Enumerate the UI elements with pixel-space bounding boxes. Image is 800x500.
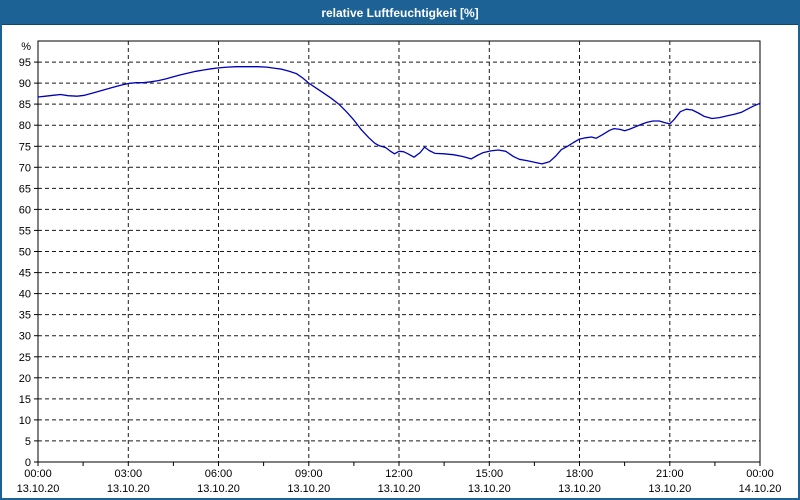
window-title: relative Luftfeuchtigkeit [%] — [321, 6, 479, 20]
x-tick-time-label: 00:00 — [24, 468, 52, 480]
y-tick-label: 45 — [19, 268, 31, 280]
y-tick-label: 20 — [19, 373, 31, 385]
y-tick-label: 85 — [19, 99, 31, 111]
y-axis-unit-label: % — [21, 41, 31, 53]
x-tick-time-label: 00:00 — [746, 468, 774, 480]
y-tick-label: 0 — [25, 457, 31, 469]
y-tick-label: 75 — [19, 141, 31, 153]
y-tick-label: 15 — [19, 394, 31, 406]
y-tick-label: 55 — [19, 225, 31, 237]
x-tick-date-label: 14.10.20 — [739, 483, 782, 495]
x-tick-time-label: 15:00 — [476, 468, 504, 480]
humidity-chart: 0 5 10 15 20 25 30 35 40 45 50 55 60 65 70 75 80 85 90 95% 0… — [17, 40, 782, 495]
y-tick-label: 25 — [19, 352, 31, 364]
window-titlebar: relative Luftfeuchtigkeit [%] — [2, 2, 798, 25]
chart-area: 0 5 10 15 20 25 30 35 40 45 50 55 60 65 70 75 80 85 90 95% 0… — [2, 25, 798, 498]
x-tick-date-label: 13.10.20 — [378, 483, 421, 495]
x-tick-date-label: 13.10.20 — [107, 483, 150, 495]
x-tick-date-label: 13.10.20 — [197, 483, 240, 495]
y-tick-label: 50 — [19, 247, 31, 259]
x-tick-date-label: 13.10.20 — [558, 483, 601, 495]
x-tick-time-label: 21:00 — [656, 468, 684, 480]
x-tick-date-label: 13.10.20 — [468, 483, 511, 495]
y-tick-label: 35 — [19, 310, 31, 322]
y-tick-label: 70 — [19, 162, 31, 174]
y-tick-label: 30 — [19, 331, 31, 343]
x-tick-time-label: 18:00 — [566, 468, 594, 480]
x-tick-date-label: 13.10.20 — [648, 483, 691, 495]
y-tick-label: 95 — [19, 57, 31, 69]
x-tick-time-label: 09:00 — [295, 468, 323, 480]
y-tick-label: 5 — [25, 436, 31, 448]
x-tick-time-label: 06:00 — [205, 468, 233, 480]
humidity-line — [37, 66, 761, 165]
x-tick-date-label: 13.10.20 — [17, 483, 60, 495]
y-tick-label: 40 — [19, 289, 31, 301]
y-tick-label: 65 — [19, 183, 31, 195]
x-tick-time-label: 03:00 — [115, 468, 143, 480]
y-tick-label: 80 — [19, 120, 31, 132]
x-tick-date-label: 13.10.20 — [287, 483, 330, 495]
y-tick-label: 90 — [19, 78, 31, 90]
y-tick-label: 10 — [19, 415, 31, 427]
x-tick-time-label: 12:00 — [385, 468, 413, 480]
y-tick-label: 60 — [19, 204, 31, 216]
